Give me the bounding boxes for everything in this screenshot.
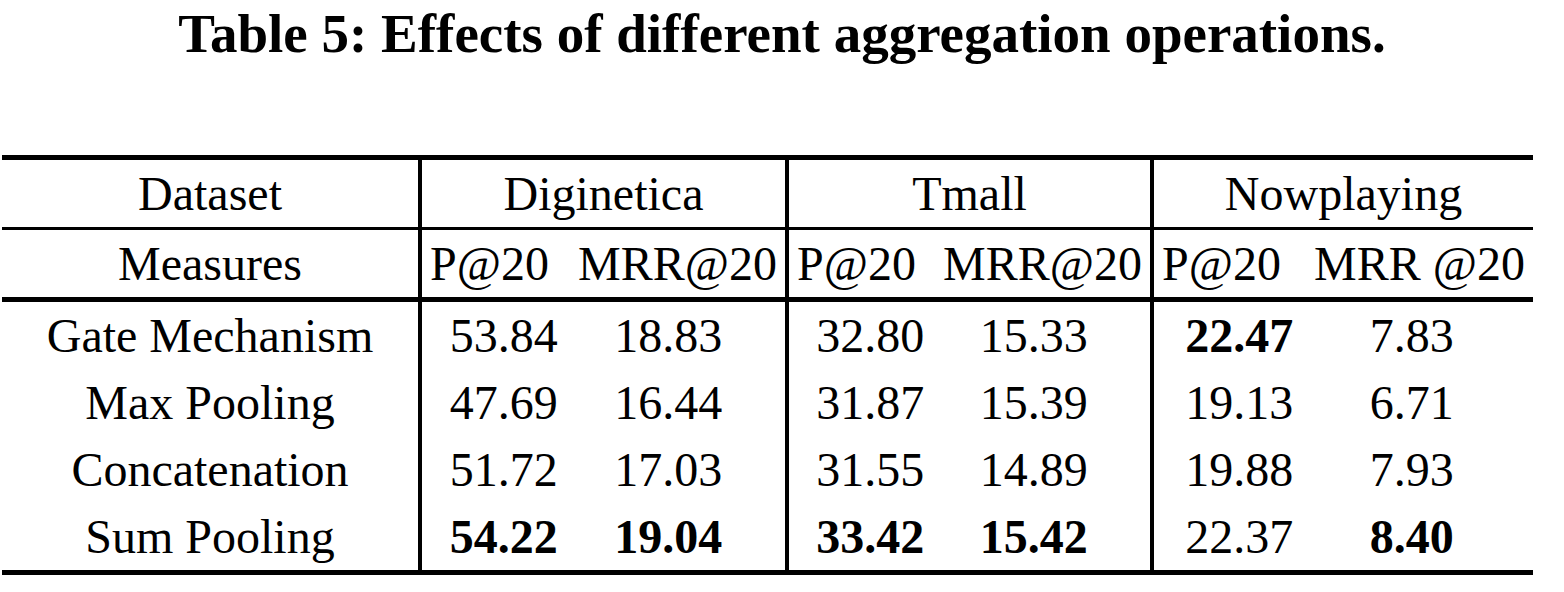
measure-label-mrr20: MRR @20 <box>1314 240 1525 288</box>
metric-cell-diginetica: 51.72 17.03 <box>420 436 787 503</box>
row-label: Sum Pooling <box>2 503 420 573</box>
metric-value-p20: 31.87 <box>789 379 951 427</box>
metric-cell-nowplaying: 19.13 6.71 <box>1152 369 1533 436</box>
measures-header-row: Measures P@20 MRR@20 P@20 MRR@20 P@20 MR… <box>2 229 1533 300</box>
metric-value-p20: 47.69 <box>422 379 585 427</box>
measure-label-p20: P@20 <box>1162 240 1281 288</box>
metric-cell-nowplaying: 19.88 7.93 <box>1152 436 1533 503</box>
row-label: Max Pooling <box>2 369 420 436</box>
metric-value-p20: 33.42 <box>789 513 951 561</box>
metric-value-mrr20: 16.44 <box>585 379 785 427</box>
table-row-gate-mechanism: Gate Mechanism 53.84 18.83 32.80 15.33 2… <box>2 300 1533 370</box>
metric-value-p20: 22.37 <box>1154 513 1325 561</box>
metric-cell-nowplaying: 22.37 8.40 <box>1152 503 1533 573</box>
metric-value-p20: 19.88 <box>1154 446 1325 494</box>
measure-label-p20: P@20 <box>430 240 549 288</box>
measures-tmall: P@20 MRR@20 <box>787 229 1152 300</box>
table-row-concatenation: Concatenation 51.72 17.03 31.55 14.89 19… <box>2 436 1533 503</box>
measures-header-label: Measures <box>2 229 420 300</box>
metric-cell-tmall: 31.55 14.89 <box>787 436 1152 503</box>
metric-value-p20: 22.47 <box>1154 312 1325 360</box>
metric-value-mrr20: 19.04 <box>585 513 785 561</box>
metric-value-mrr20: 14.89 <box>951 446 1150 494</box>
metric-value-p20: 51.72 <box>422 446 585 494</box>
metric-value-p20: 19.13 <box>1154 379 1325 427</box>
metric-value-mrr20: 15.39 <box>951 379 1150 427</box>
measure-label-p20: P@20 <box>797 240 916 288</box>
results-table: Dataset Diginetica Tmall Nowplaying Meas… <box>2 155 1533 575</box>
dataset-header-label: Dataset <box>2 158 420 229</box>
metric-cell-diginetica: 53.84 18.83 <box>420 300 787 370</box>
measures-diginetica: P@20 MRR@20 <box>420 229 787 300</box>
metric-value-p20: 32.80 <box>789 312 951 360</box>
metric-cell-tmall: 32.80 15.33 <box>787 300 1152 370</box>
measure-label-mrr20: MRR@20 <box>578 240 777 288</box>
dataset-header-row: Dataset Diginetica Tmall Nowplaying <box>2 158 1533 229</box>
metric-value-mrr20: 6.71 <box>1325 379 1533 427</box>
metric-value-mrr20: 17.03 <box>585 446 785 494</box>
measure-label-mrr20: MRR@20 <box>943 240 1142 288</box>
column-header-tmall: Tmall <box>787 158 1152 229</box>
row-label: Gate Mechanism <box>2 300 420 370</box>
metric-value-p20: 53.84 <box>422 312 585 360</box>
column-header-nowplaying: Nowplaying <box>1152 158 1533 229</box>
metric-cell-tmall: 31.87 15.39 <box>787 369 1152 436</box>
metric-cell-nowplaying: 22.47 7.83 <box>1152 300 1533 370</box>
metric-value-mrr20: 15.33 <box>951 312 1150 360</box>
table-caption: Table 5: Effects of different aggregatio… <box>0 2 1564 65</box>
table-row-max-pooling: Max Pooling 47.69 16.44 31.87 15.39 19.1… <box>2 369 1533 436</box>
table-row-sum-pooling: Sum Pooling 54.22 19.04 33.42 15.42 22.3… <box>2 503 1533 573</box>
metric-value-mrr20: 7.83 <box>1325 312 1533 360</box>
metric-value-mrr20: 7.93 <box>1325 446 1533 494</box>
metric-value-p20: 31.55 <box>789 446 951 494</box>
metric-value-mrr20: 8.40 <box>1325 513 1533 561</box>
metric-value-p20: 54.22 <box>422 513 585 561</box>
column-header-diginetica: Diginetica <box>420 158 787 229</box>
metric-cell-tmall: 33.42 15.42 <box>787 503 1152 573</box>
measures-nowplaying: P@20 MRR @20 <box>1152 229 1533 300</box>
metric-cell-diginetica: 54.22 19.04 <box>420 503 787 573</box>
row-label: Concatenation <box>2 436 420 503</box>
metric-value-mrr20: 15.42 <box>951 513 1150 561</box>
metric-cell-diginetica: 47.69 16.44 <box>420 369 787 436</box>
metric-value-mrr20: 18.83 <box>585 312 785 360</box>
